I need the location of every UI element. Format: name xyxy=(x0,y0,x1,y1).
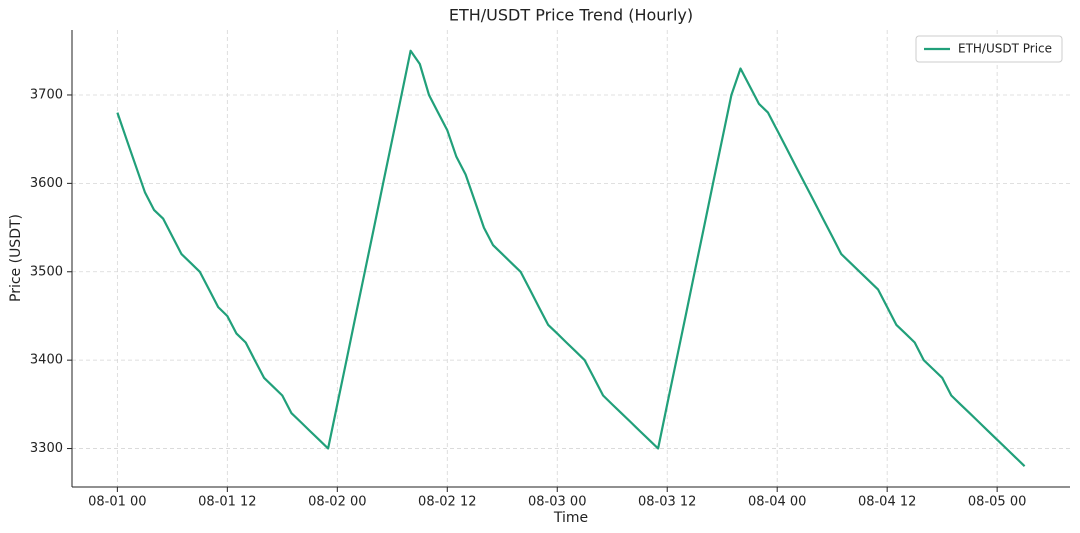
legend-box xyxy=(915,35,1063,63)
y-tick-label: 3400 xyxy=(30,353,63,368)
legend-label: ETH/USDT Price xyxy=(958,42,1052,56)
x-tick-label: 08-01 12 xyxy=(198,495,256,510)
x-tick-label: 08-03 12 xyxy=(638,495,696,510)
y-tick-label: 3500 xyxy=(30,264,63,279)
x-tick-label: 08-04 12 xyxy=(858,495,916,510)
y-tick-label: 3700 xyxy=(30,87,63,102)
chart-title: ETH/USDT Price Trend (Hourly) xyxy=(449,6,693,25)
y-tick-label: 3300 xyxy=(30,441,63,456)
x-tick-label: 08-01 00 xyxy=(88,495,146,510)
price-line xyxy=(116,49,1026,467)
x-tick-label: 08-05 00 xyxy=(968,495,1026,510)
x-tick-label: 08-02 00 xyxy=(308,495,366,510)
x-tick-label: 08-03 00 xyxy=(528,495,586,510)
x-tick-label: 08-02 12 xyxy=(418,495,476,510)
y-axis-label: Price (USDT) xyxy=(8,214,24,302)
y-tick-label: 3600 xyxy=(30,176,63,191)
x-tick-label: 08-04 00 xyxy=(748,495,806,510)
x-axis-label: Time xyxy=(553,510,588,526)
